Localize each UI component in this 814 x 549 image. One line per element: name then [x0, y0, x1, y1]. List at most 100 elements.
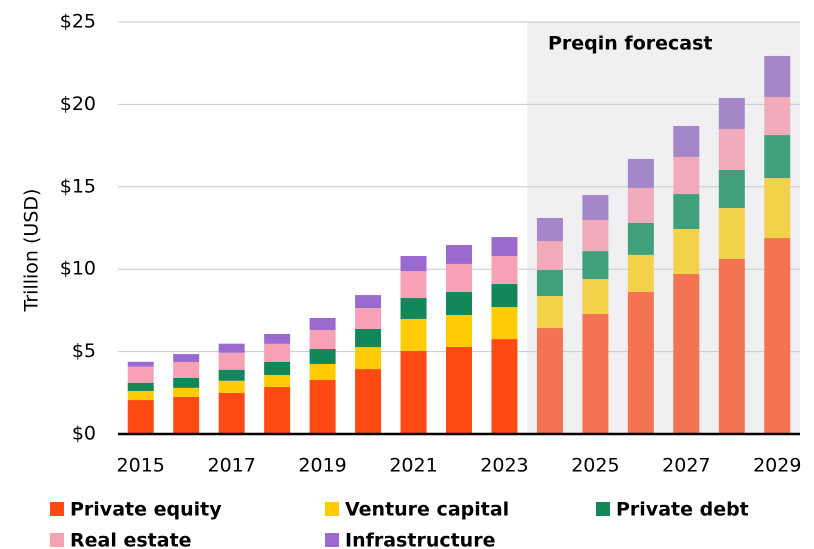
bar-segment — [173, 396, 200, 434]
bar-segment — [582, 251, 609, 280]
bar-segment — [127, 382, 154, 391]
bar-segment — [536, 296, 563, 329]
bar-segment — [309, 363, 336, 380]
bar-segment — [400, 271, 427, 299]
bar-segment — [173, 387, 200, 397]
bar-segment — [673, 194, 700, 229]
bar-segment — [673, 228, 700, 274]
bar-segment — [491, 284, 518, 308]
bar-segment — [582, 314, 609, 434]
bar-segment — [355, 295, 382, 309]
bar-segment — [264, 333, 291, 344]
bar-segment — [446, 291, 472, 316]
legend-label: Infrastructure — [345, 530, 495, 549]
bar-segment — [264, 375, 291, 388]
bar-segment — [627, 291, 654, 434]
legend-swatch — [50, 502, 64, 516]
bar-segment — [309, 348, 336, 364]
bar-segment — [536, 270, 563, 297]
y-axis-label: Trillion (USD) — [21, 189, 43, 313]
x-tick-label: 2017 — [207, 455, 255, 477]
bar-segment — [127, 361, 154, 367]
legend-swatch — [596, 502, 610, 516]
bar-segment — [536, 241, 563, 271]
bar-segment — [355, 369, 382, 434]
bar-segment — [764, 238, 791, 434]
bar-segment — [764, 178, 791, 239]
bar-segment — [446, 315, 472, 347]
bar-segment — [673, 273, 700, 434]
bar-segment — [536, 217, 563, 242]
bar-segment — [627, 254, 654, 292]
bar-segment — [491, 237, 518, 257]
bar-segment — [173, 361, 200, 378]
bar-segment — [673, 125, 700, 157]
forecast-label: Preqin forecast — [548, 33, 713, 55]
bar-segment — [627, 222, 654, 255]
bar-segment — [309, 330, 336, 349]
bar-segment — [627, 187, 654, 223]
bar-segment — [218, 352, 245, 370]
bar-segment — [582, 279, 609, 315]
forecast-region — [527, 22, 800, 434]
y-tick-label: $25 — [60, 11, 96, 33]
bar-segment — [264, 387, 291, 434]
y-tick-label: $10 — [60, 258, 96, 280]
x-tick-label: 2025 — [571, 455, 619, 477]
bar-segment — [127, 390, 154, 401]
legend-label: Real estate — [70, 530, 192, 549]
x-tick-label: 2023 — [480, 455, 528, 477]
bar-segment — [764, 135, 791, 179]
legend-label: Venture capital — [345, 499, 509, 521]
bar-segment — [491, 256, 518, 285]
legend-label: Private debt — [616, 499, 749, 521]
bar-segment — [582, 220, 609, 252]
y-tick-label: $0 — [72, 423, 96, 445]
bar-segment — [355, 308, 382, 330]
bar-segment — [627, 158, 654, 188]
bar-segment — [264, 343, 291, 362]
bar-segment — [218, 343, 245, 353]
bar-segment — [718, 208, 745, 259]
bar-segment — [400, 318, 427, 351]
bar-segment — [309, 379, 336, 434]
bar-segment — [127, 366, 154, 383]
bar-segment — [718, 169, 745, 209]
bar-segment — [582, 195, 609, 221]
bar-segment — [536, 328, 563, 434]
bar-segment — [218, 369, 245, 381]
bar-segment — [491, 339, 518, 434]
bar-segment — [218, 392, 245, 434]
bar-segment — [355, 329, 382, 348]
y-tick-label: $20 — [60, 93, 96, 115]
y-tick-label: $5 — [72, 340, 96, 362]
bar-segment — [264, 361, 291, 376]
legend-label: Private equity — [70, 499, 222, 521]
bar-segment — [355, 347, 382, 370]
x-tick-label: 2019 — [298, 455, 346, 477]
bar-segment — [173, 354, 200, 362]
bar-segment — [127, 400, 154, 434]
bar-segment — [400, 256, 427, 272]
bar-segment — [218, 380, 245, 393]
bar-segment — [173, 377, 200, 388]
bar-segment — [764, 96, 791, 136]
bar-segment — [673, 156, 700, 195]
bar-segment — [446, 263, 472, 292]
x-tick-label: 2021 — [389, 455, 437, 477]
x-tick-label: 2029 — [753, 455, 801, 477]
bar-segment — [764, 55, 791, 97]
legend-swatch — [325, 533, 339, 547]
bar-segment — [446, 244, 472, 264]
bar-segment — [491, 307, 518, 340]
x-tick-label: 2027 — [662, 455, 710, 477]
x-tick-label: 2015 — [117, 455, 165, 477]
bar-segment — [718, 258, 745, 434]
legend-swatch — [325, 502, 339, 516]
bar-segment — [718, 128, 745, 170]
bar-segment — [400, 350, 427, 434]
bar-segment — [309, 317, 336, 331]
bar-segment — [718, 97, 745, 129]
bar-segment — [400, 298, 427, 319]
